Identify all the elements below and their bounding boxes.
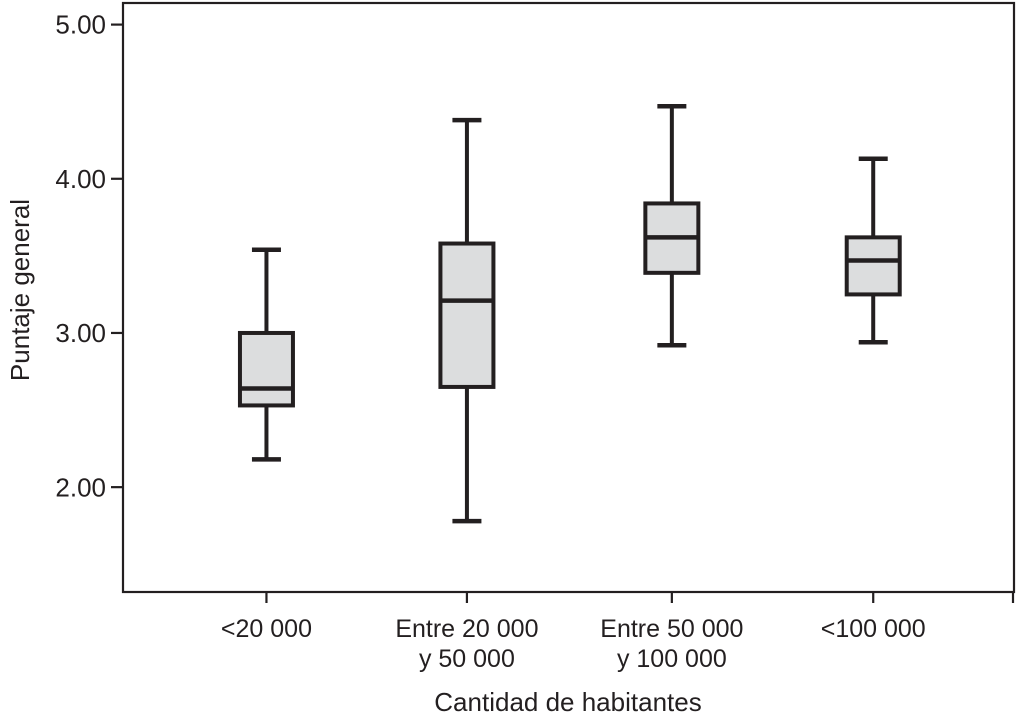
iqr-box	[237, 330, 295, 408]
x-category-label: <100 000	[821, 615, 926, 643]
x-category-label: Entre 50 000 y 100 000	[600, 615, 743, 673]
iqr-box	[438, 241, 496, 389]
y-axis-title: Puntaje general	[5, 199, 35, 381]
x-category-label: Entre 20 000 y 50 000	[395, 615, 538, 673]
y-tick-label: 4.00	[55, 164, 106, 194]
plot-layer: 2.00 3.00 4.00 5.00 <20 000 Entre 20 000 y 50 …	[55, 1, 1016, 673]
x-category-label: <20 000	[221, 615, 312, 643]
x-axis-title: Cantidad de habitantes	[434, 687, 701, 717]
plot-frame	[121, 1, 1016, 594]
y-tick-label: 2.00	[55, 472, 106, 502]
y-tick-label: 3.00	[55, 318, 106, 348]
y-tick-label: 5.00	[55, 10, 106, 40]
iqr-box	[844, 235, 902, 297]
